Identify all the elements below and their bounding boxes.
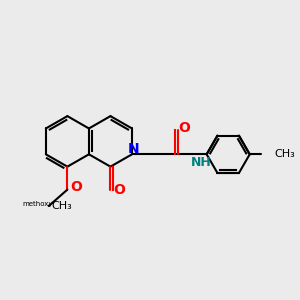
Text: O: O [113, 183, 125, 196]
Text: methoxy: methoxy [22, 201, 53, 207]
Text: O: O [70, 180, 82, 194]
Text: N: N [128, 142, 139, 156]
Text: CH₃: CH₃ [274, 149, 295, 159]
Text: CH₃: CH₃ [52, 201, 72, 211]
Text: O: O [178, 122, 190, 136]
Text: NH: NH [191, 156, 212, 170]
